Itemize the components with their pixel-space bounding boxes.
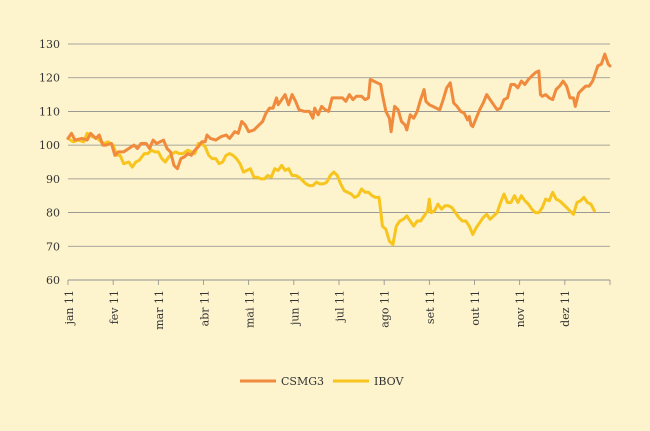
y-tick-label: 120 xyxy=(39,72,60,85)
x-tick-label: ago 11 xyxy=(379,290,392,328)
x-tick-label: dez 11 xyxy=(559,290,572,327)
y-tick-label: 80 xyxy=(46,207,60,220)
x-tick-label: abr 11 xyxy=(198,290,211,326)
legend-label-ibov: IBOV xyxy=(374,375,404,388)
x-tick-label: nov 11 xyxy=(514,290,527,327)
x-tick-label: jun 11 xyxy=(289,290,302,327)
legend-label-csmg3: CSMG3 xyxy=(281,375,324,388)
grid-lines xyxy=(68,43,610,281)
x-tick-label: set 11 xyxy=(424,290,437,324)
x-tick-label: mar 11 xyxy=(153,290,166,330)
x-tick-label: fev 11 xyxy=(108,290,121,324)
y-tick-label: 130 xyxy=(39,38,60,51)
x-tick-label: jul 11 xyxy=(334,290,347,324)
series-line-csmg3 xyxy=(66,52,612,171)
x-tick-label: mai 11 xyxy=(243,290,256,328)
x-tick-label: out 11 xyxy=(469,290,482,326)
series-line-ibov xyxy=(66,131,596,247)
y-tick-label: 100 xyxy=(39,139,60,152)
y-tick-label: 90 xyxy=(46,173,60,186)
y-tick-label: 60 xyxy=(46,274,60,287)
x-tick-label: jan 11 xyxy=(63,290,76,327)
y-tick-label: 110 xyxy=(39,105,60,118)
y-tick-label: 70 xyxy=(46,240,60,253)
series-lines xyxy=(66,52,612,247)
x-axis-ticks: jan 11 fev 11 mar 11 abr 11 mai 11 jun 11 jul … xyxy=(63,279,611,330)
y-axis-ticks: 60 70 80 90 100 110 120 130 xyxy=(39,38,60,287)
legend: CSMG3 IBOV xyxy=(240,375,404,388)
